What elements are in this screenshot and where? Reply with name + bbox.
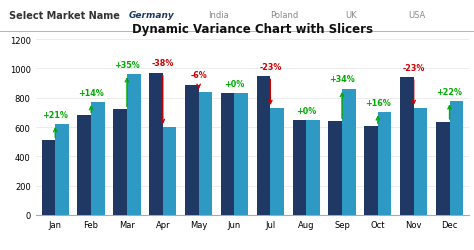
Text: UK: UK [345, 11, 356, 20]
Bar [199, 92, 212, 215]
Text: -6%: -6% [190, 71, 207, 80]
Bar [221, 94, 235, 215]
Bar [235, 94, 248, 215]
Title: Dynamic Variance Chart with Slicers: Dynamic Variance Chart with Slicers [132, 23, 373, 36]
Bar [400, 78, 414, 215]
Text: +21%: +21% [42, 110, 68, 119]
Bar [270, 108, 284, 215]
Text: Germany: Germany [129, 11, 174, 20]
Bar [42, 140, 55, 215]
Text: -23%: -23% [259, 63, 282, 72]
Bar [436, 122, 449, 215]
Bar [306, 121, 320, 215]
Bar [113, 110, 127, 215]
Bar [127, 75, 141, 215]
Bar [364, 127, 378, 215]
Bar [185, 85, 199, 215]
Text: +35%: +35% [114, 60, 140, 70]
Text: +22%: +22% [437, 88, 463, 96]
Bar [55, 124, 69, 215]
Bar [91, 103, 105, 215]
Bar [342, 90, 356, 215]
Text: India: India [208, 11, 228, 20]
Bar [414, 108, 428, 215]
Text: Select Market Name: Select Market Name [9, 10, 120, 20]
Text: +34%: +34% [329, 75, 355, 84]
Text: -38%: -38% [152, 59, 174, 68]
Bar [257, 77, 270, 215]
Text: +0%: +0% [224, 80, 245, 88]
Text: -23%: -23% [402, 64, 425, 72]
Text: USA: USA [409, 11, 426, 20]
Bar [149, 74, 163, 215]
Bar [163, 128, 176, 215]
Text: +0%: +0% [296, 106, 316, 116]
Text: +16%: +16% [365, 98, 391, 108]
Bar [292, 121, 306, 215]
Bar [77, 116, 91, 215]
Text: +14%: +14% [78, 88, 104, 97]
Text: Poland: Poland [270, 11, 299, 20]
Bar [378, 113, 392, 215]
Bar [328, 122, 342, 215]
Bar [449, 102, 463, 215]
